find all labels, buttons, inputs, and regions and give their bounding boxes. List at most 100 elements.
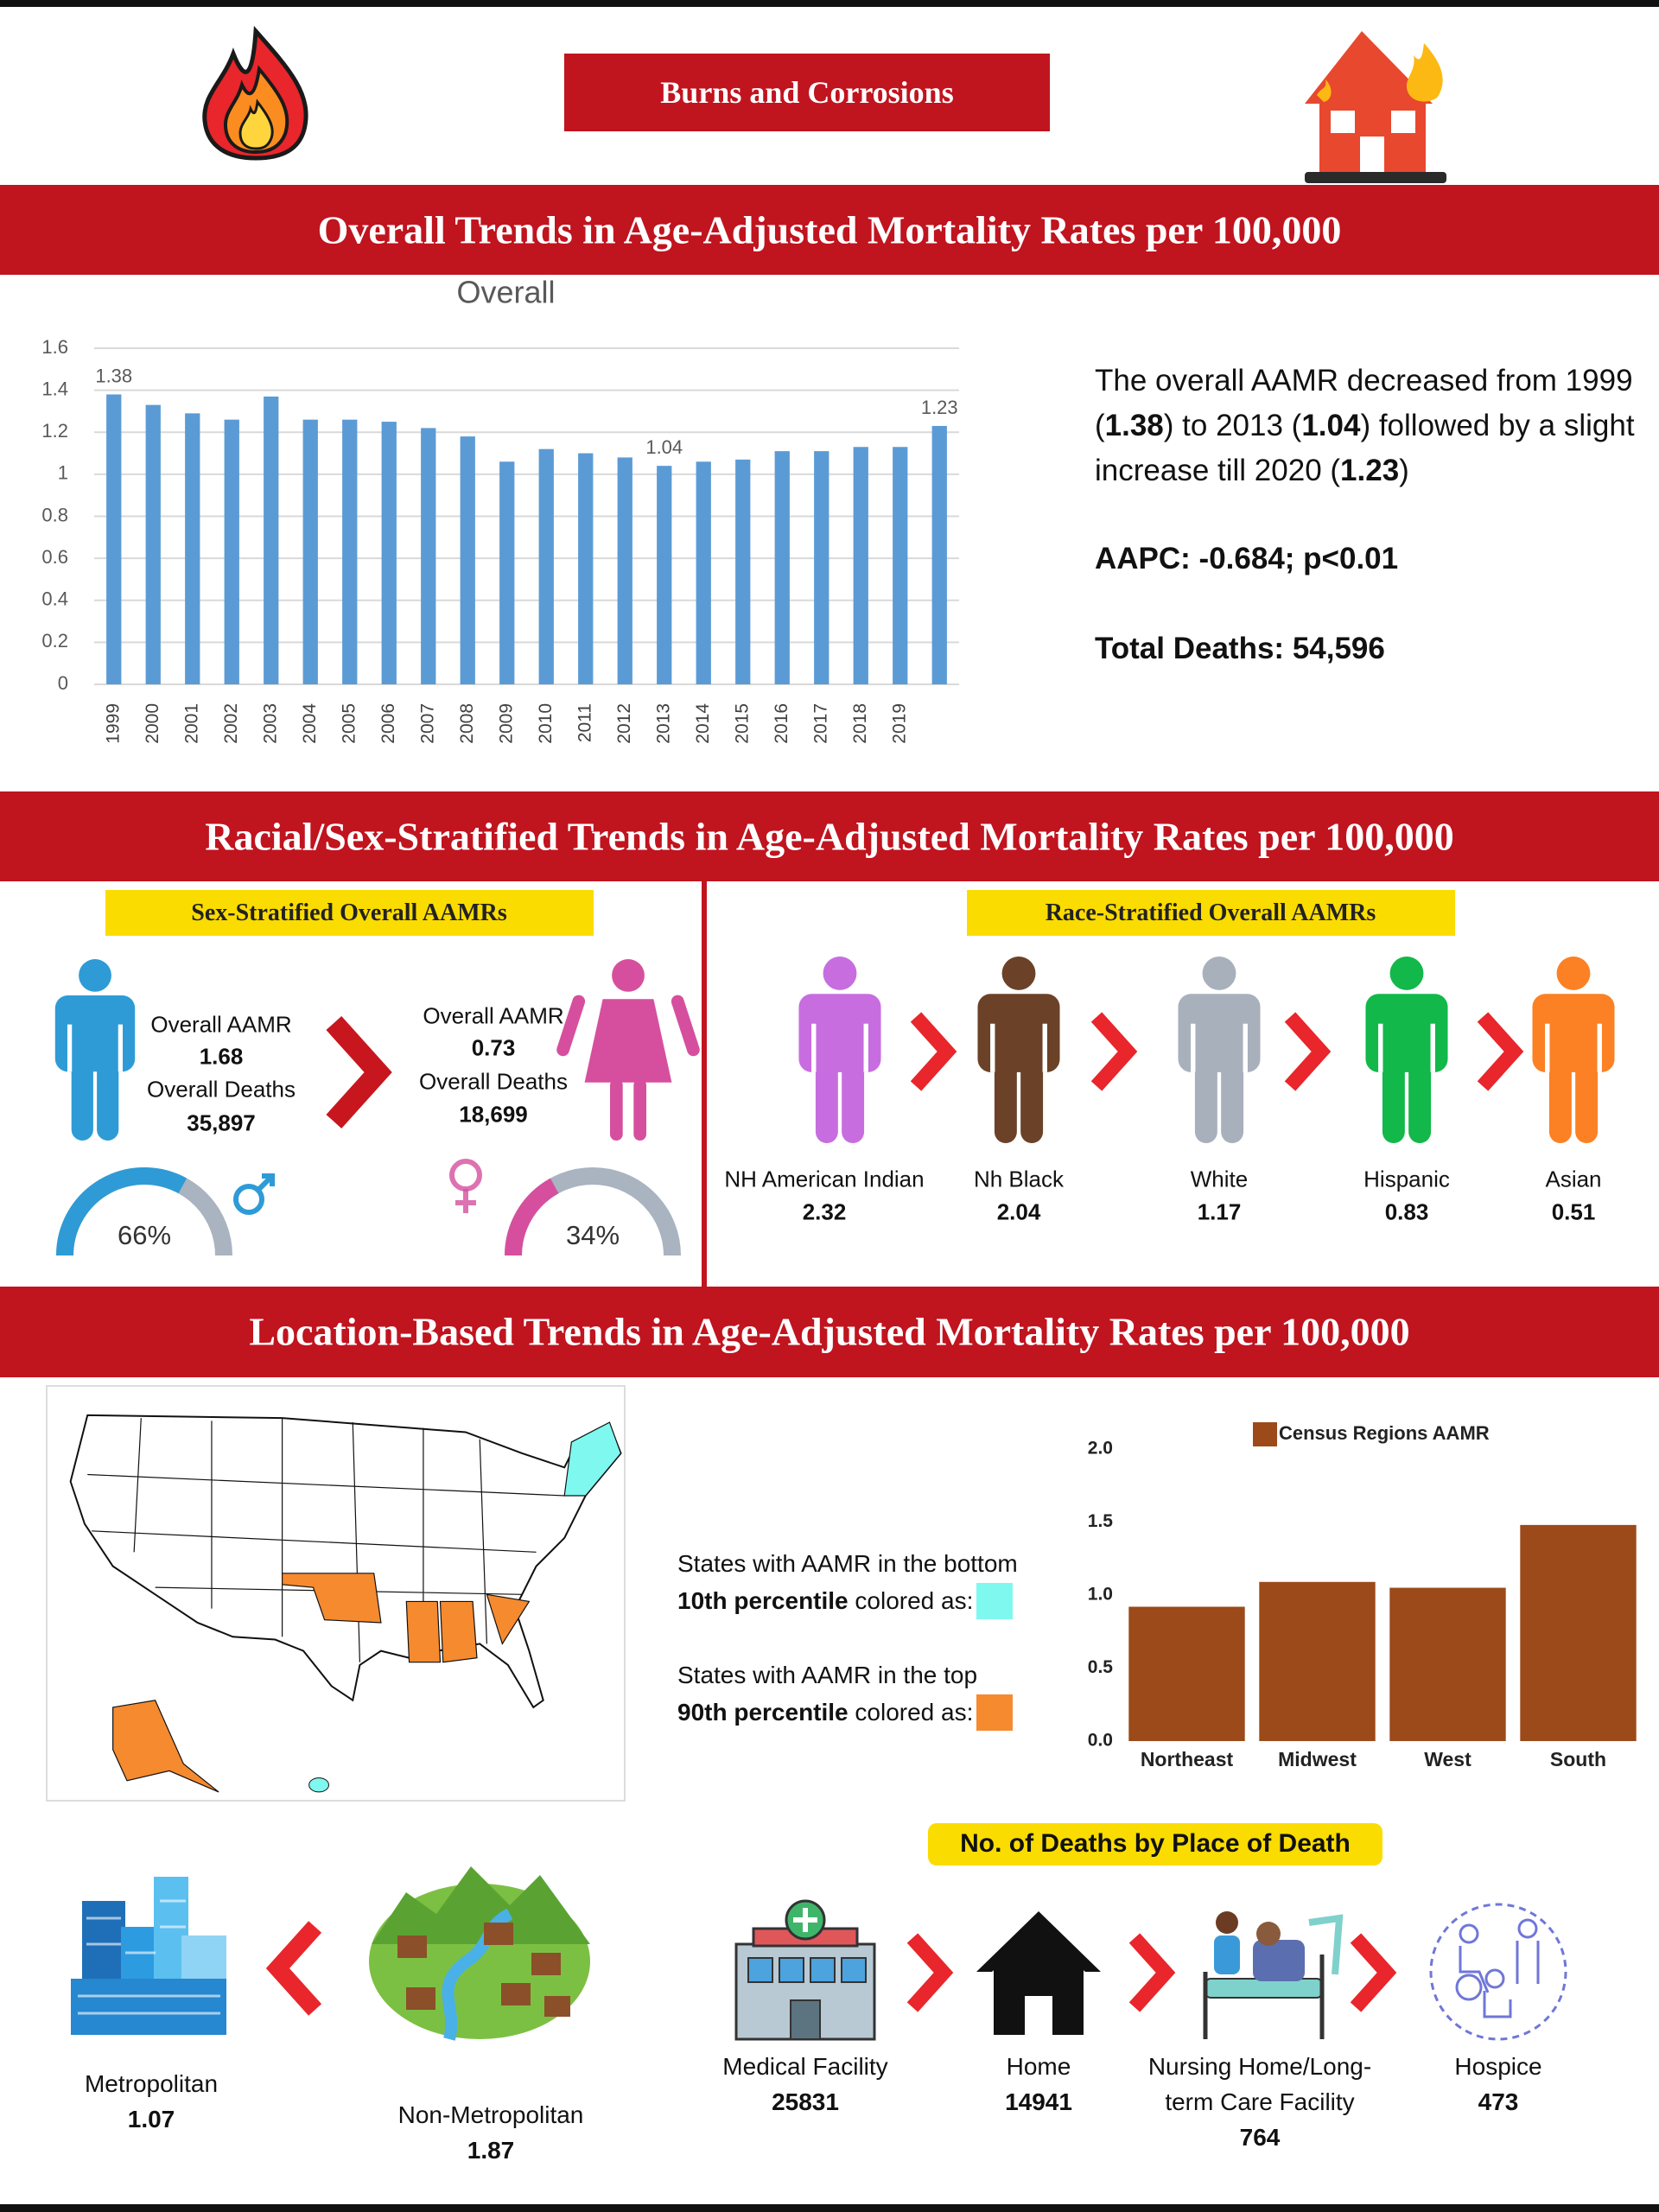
title-box — [564, 54, 1050, 131]
arm-gap — [990, 1023, 1047, 1072]
torso — [977, 994, 1060, 1072]
female-symbol — [455, 1189, 476, 1213]
section-band — [0, 185, 1659, 275]
chevron — [1284, 1012, 1332, 1091]
race-name: NH American Indian — [724, 1166, 925, 1192]
place-name: Home — [1006, 2053, 1071, 2080]
y-tick-label: 0.4 — [41, 588, 68, 610]
x-tick-label: 2019 — [889, 703, 909, 744]
page-title: Burns and Corrosions — [660, 75, 954, 110]
y-tick-label: 0.6 — [41, 546, 68, 568]
place-value: 14941 — [1005, 2088, 1072, 2115]
top-state — [440, 1601, 476, 1662]
chart-title: Overall — [456, 275, 555, 310]
head — [1202, 957, 1236, 990]
x-tick-label: 2013 — [653, 703, 673, 744]
head — [1556, 957, 1591, 990]
summary-text: The overall AAMR decreased from 1999 ( — [1095, 364, 1633, 442]
race-value: 1.17 — [1197, 1198, 1242, 1225]
summary-text: ) — [1399, 454, 1409, 487]
race-name: Nh Black — [973, 1166, 1065, 1192]
y-tick-label: 0.5 — [1088, 1657, 1114, 1677]
leg — [1221, 1050, 1244, 1143]
section-band — [0, 1287, 1659, 1377]
x-tick-label: West — [1424, 1748, 1471, 1770]
leg — [97, 1050, 119, 1141]
bar — [302, 419, 318, 684]
x-tick-label: 2004 — [300, 703, 320, 744]
hospital-icon — [734, 1899, 876, 2041]
bar — [735, 459, 751, 684]
leg — [1408, 1050, 1432, 1143]
torso — [798, 994, 881, 1072]
gauge-share — [56, 1167, 188, 1256]
female-icon — [556, 959, 700, 1141]
arm-gap — [67, 1024, 124, 1072]
male-symbol — [256, 1173, 275, 1192]
arm — [671, 995, 700, 1057]
section-band — [0, 791, 1659, 881]
deaths: 18,699 — [459, 1101, 528, 1128]
y-tick-label: 1.2 — [41, 420, 68, 442]
person-icon — [54, 959, 136, 1141]
male-symbol — [233, 1184, 264, 1215]
legend-swatch — [1253, 1422, 1277, 1446]
x-tick-label: 2000 — [143, 703, 162, 744]
legend-line: States with AAMR in the bottom — [677, 1550, 1018, 1577]
place-item: Nursing Home/Long-term Care Facility 764 — [1130, 2049, 1389, 2155]
legend-line: States with AAMR in the top — [677, 1662, 978, 1688]
label-box — [967, 890, 1455, 936]
x-tick-label: 2010 — [536, 703, 556, 744]
bar — [224, 419, 239, 684]
bar — [853, 447, 868, 684]
x-tick-label: 2007 — [417, 703, 437, 744]
legend-text: colored as: — [848, 1587, 974, 1614]
bar — [893, 447, 908, 684]
y-tick-label: 0 — [58, 672, 68, 694]
urban-value: 1.07 — [127, 2106, 175, 2133]
bar — [617, 457, 632, 684]
place-value: 764 — [1239, 2124, 1281, 2151]
x-tick-label: 2005 — [339, 703, 359, 744]
us-map — [71, 1415, 621, 1792]
race-value: 0.51 — [1551, 1198, 1596, 1225]
x-tick-label: 2002 — [221, 703, 241, 744]
torso — [1532, 994, 1615, 1072]
leg — [1382, 1050, 1405, 1143]
box-title: No. of Deaths by Place of Death — [960, 1829, 1351, 1858]
deaths-label: Overall Deaths — [419, 1068, 568, 1095]
race-value: 2.32 — [802, 1198, 847, 1225]
hospice-icon — [1429, 1903, 1567, 2041]
head — [612, 959, 645, 992]
total-deaths: Total Deaths: 54,596 — [1095, 632, 1385, 665]
summary-text: ) to 2013 ( — [1163, 409, 1302, 442]
chevron — [1128, 1933, 1176, 2012]
bar — [1389, 1587, 1506, 1741]
chevron — [1350, 1933, 1397, 2012]
arm-gap — [1378, 1023, 1435, 1072]
box-title: Sex-Stratified Overall AAMRs — [191, 899, 507, 926]
place-value: 473 — [1478, 2088, 1519, 2115]
village-icon — [369, 1866, 590, 2041]
leg — [633, 1078, 646, 1141]
urban-name: Non-Metropolitan — [397, 2101, 584, 2128]
bar — [657, 466, 672, 684]
torso — [1365, 994, 1448, 1072]
person-icon — [798, 957, 881, 1143]
legend-swatch — [976, 1582, 1014, 1619]
data-label: 1.23 — [921, 397, 958, 418]
bar — [538, 448, 554, 684]
bottom-bar — [0, 2204, 1659, 2212]
legend-label: Census Regions AAMR — [1279, 1422, 1490, 1444]
legend-text: colored as: — [848, 1699, 974, 1726]
place-item: Home 14941 — [909, 2049, 1168, 2120]
person-icon — [1365, 957, 1448, 1143]
x-tick-label: 2011 — [575, 703, 594, 742]
legend-swatch — [976, 1694, 1014, 1731]
race-value: 2.04 — [996, 1198, 1041, 1225]
urban-value: 1.87 — [467, 2137, 515, 2164]
bar — [381, 422, 397, 684]
y-tick-label: 1 — [58, 462, 68, 484]
summary-value: 1.38 — [1104, 409, 1164, 442]
